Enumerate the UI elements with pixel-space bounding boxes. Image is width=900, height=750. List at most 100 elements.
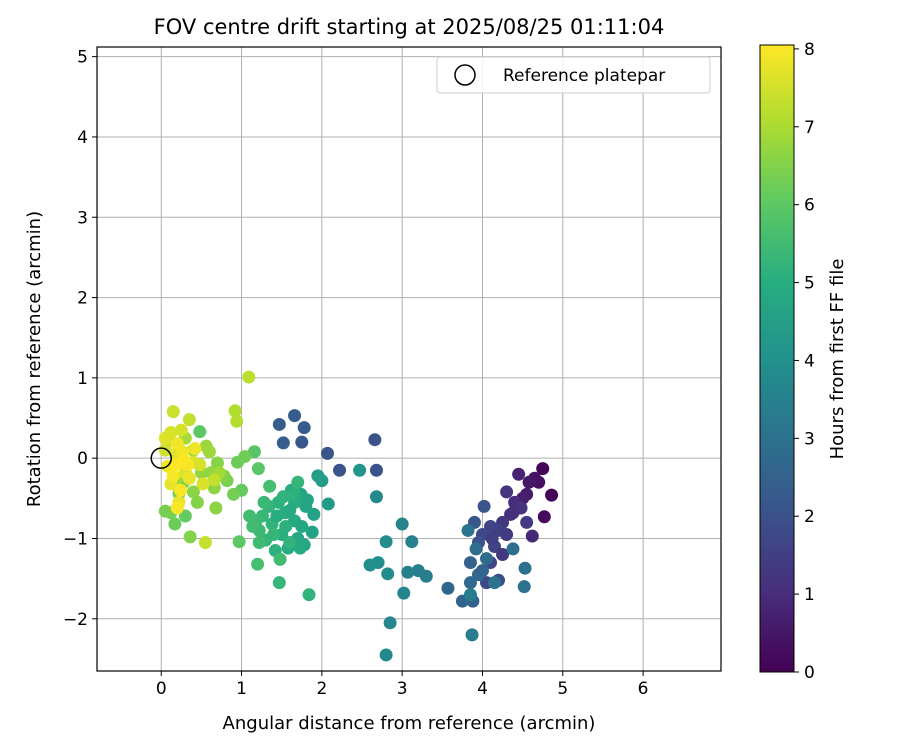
x-axis-label: Angular distance from reference (arcmin) [223,713,596,734]
data-point [184,530,197,543]
data-point [401,566,414,579]
data-point [396,518,409,531]
data-point [381,567,394,580]
data-point [199,536,212,549]
legend: Reference platepar [437,57,710,93]
colorbar-gradient [760,45,794,672]
colorbar-tick-label: 6 [804,196,815,216]
data-point [238,450,251,463]
data-point [301,493,314,506]
data-point [464,588,477,601]
legend-label-reference: Reference platepar [503,66,665,86]
y-tick-label: 3 [77,208,88,228]
data-point [277,490,290,503]
data-point [466,628,479,641]
x-tick-label: 3 [397,679,408,699]
data-point [168,518,181,531]
y-tick-label: 5 [77,48,88,68]
data-point [322,497,335,510]
data-point [311,469,324,482]
data-point [518,580,531,593]
data-point [488,576,501,589]
data-point [274,553,287,566]
data-point [197,477,210,490]
data-point [519,562,532,575]
data-point [258,496,271,509]
data-point [252,462,265,475]
data-point [193,425,206,438]
y-tick-label: 0 [77,449,88,469]
x-tick-label: 0 [156,679,167,699]
data-point [464,556,477,569]
data-point [277,436,290,449]
data-point [520,516,533,529]
y-axis-label: Rotation from reference (arcmin) [24,211,45,507]
colorbar-tick-label: 1 [804,585,815,605]
data-point [273,418,286,431]
data-point [233,535,246,548]
data-point [523,476,536,489]
x-tick-label: 6 [638,679,649,699]
data-point [486,532,499,545]
data-point [370,490,383,503]
colorbar-ticks: 0 1 2 3 4 5 6 7 8 [794,40,815,683]
data-point [279,520,292,533]
colorbar-tick-label: 5 [804,274,815,294]
data-point [397,587,410,600]
data-point [208,473,221,486]
data-point [462,524,475,537]
data-point [283,536,296,549]
data-point [243,510,256,523]
data-point [307,508,320,521]
data-point [364,558,377,571]
data-point [288,409,301,422]
data-point [507,506,520,519]
data-point [227,488,240,501]
data-point [203,445,216,458]
data-points [159,371,558,662]
y-tick-label: 1 [77,369,88,389]
colorbar-label: Hours from first FF file [827,259,848,460]
y-axis-ticks: −2 −1 0 1 2 3 4 5 [63,48,97,630]
data-point [183,472,196,485]
data-point [273,576,286,589]
colorbar-tick-label: 0 [804,663,815,683]
data-point [368,433,381,446]
data-point [291,476,304,489]
data-point [159,505,172,518]
colorbar-tick-label: 3 [804,429,815,449]
x-tick-label: 4 [477,679,488,699]
data-point [441,582,454,595]
data-point [380,648,393,661]
data-point [321,447,334,460]
data-point [164,426,177,439]
data-point [167,405,180,418]
data-point [538,510,551,523]
data-point [263,480,276,493]
colorbar-tick-label: 4 [804,351,815,371]
x-tick-label: 5 [557,679,568,699]
y-tick-label: −2 [63,610,88,630]
data-point [507,542,520,555]
data-point [333,464,346,477]
data-point [295,520,308,533]
chart-title: FOV centre drift starting at 2025/08/25 … [154,15,665,39]
data-point [253,536,266,549]
data-point [478,500,491,513]
data-point [303,588,316,601]
data-point [470,542,483,555]
data-point [251,558,264,571]
y-tick-label: 4 [77,128,88,148]
data-point [512,468,525,481]
y-tick-label: 2 [77,289,88,309]
data-point [171,501,184,514]
data-point [270,510,283,523]
data-point [242,371,255,384]
data-point [476,564,489,577]
data-point [167,469,180,482]
data-point [500,485,513,498]
colorbar-tick-label: 7 [804,118,815,138]
data-point [384,616,397,629]
data-point [295,436,308,449]
data-point [267,528,280,541]
